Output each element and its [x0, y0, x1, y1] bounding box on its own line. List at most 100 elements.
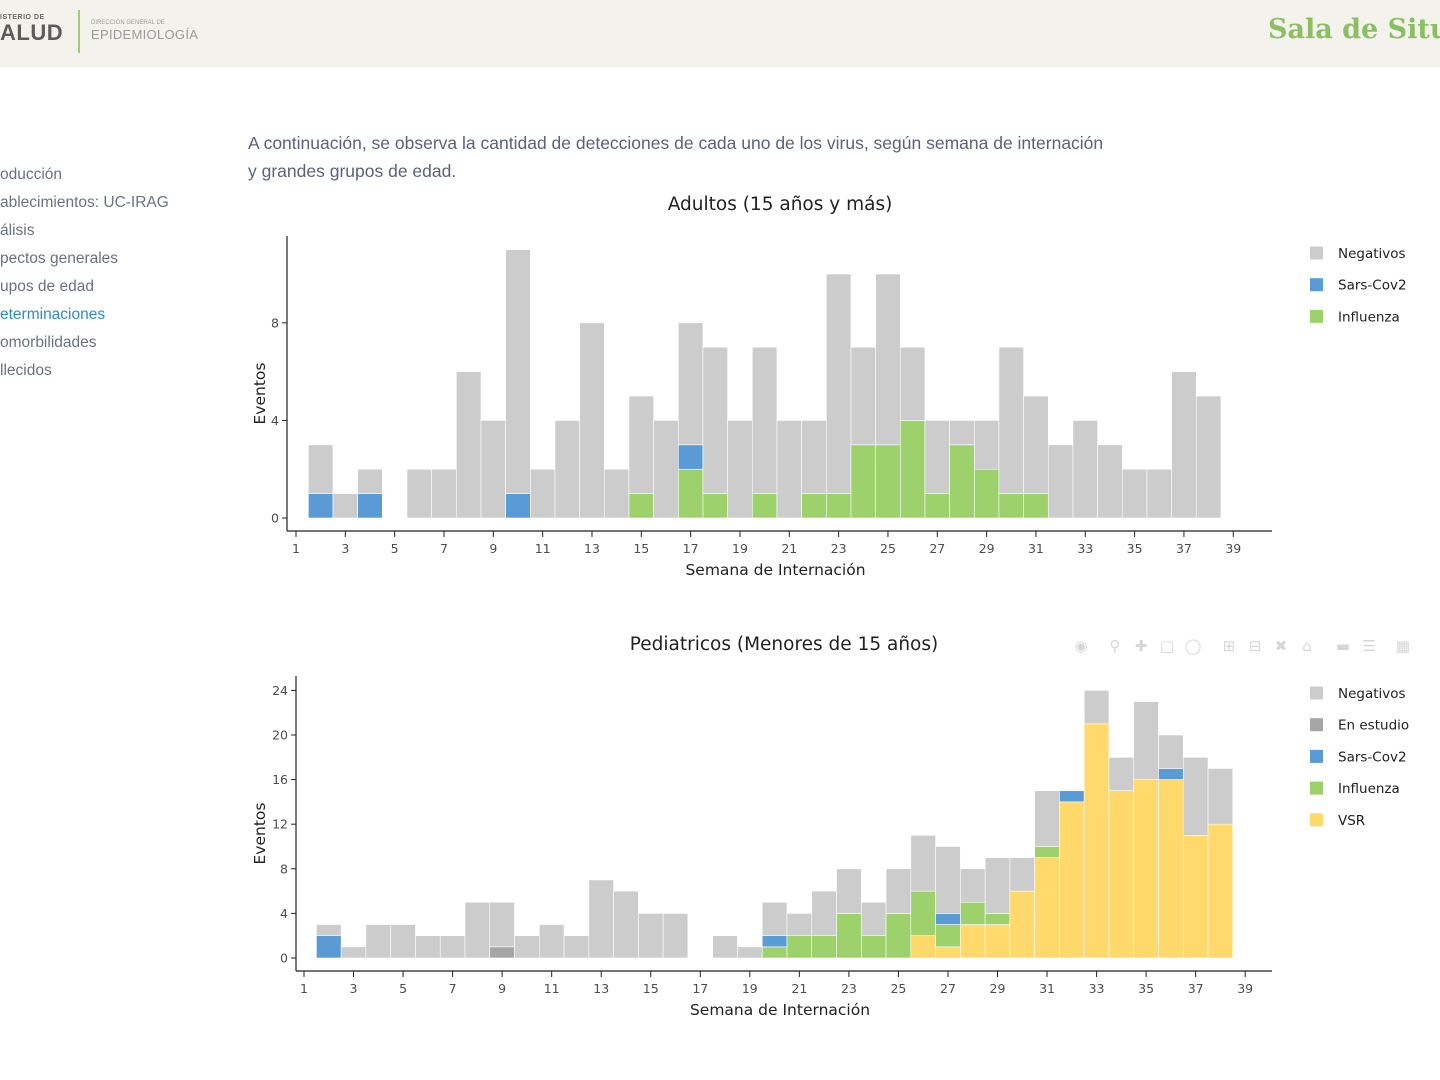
pediatricos-bar-influenza-w23[interactable]: [836, 913, 862, 959]
plotly-logo-icon[interactable]: ▦: [1395, 637, 1411, 655]
adultos-bar-sars-cov2-w17[interactable]: [678, 444, 704, 470]
toc-item-aspectos-generales[interactable]: pectos generales: [0, 250, 119, 267]
camera-icon[interactable]: ◉: [1074, 637, 1088, 655]
pediatricos-bar-influenza-w20[interactable]: [761, 946, 788, 959]
adultos-bar-negativos-w29[interactable]: [973, 420, 1000, 470]
box-select-icon[interactable]: □: [1159, 637, 1175, 655]
adultos-bar-influenza-w28[interactable]: [949, 444, 975, 519]
adultos-legend-label-negativos[interactable]: Negativos: [1338, 246, 1406, 262]
pediatricos-bar-negativos-w38[interactable]: [1207, 768, 1234, 825]
spike-lines-icon[interactable]: ▬: [1335, 637, 1351, 655]
adultos-bar-negativos-w37[interactable]: [1171, 371, 1197, 519]
toc-item-fallecidos[interactable]: llecidos: [0, 362, 52, 379]
pediatricos-bar-sars-cov2-w20[interactable]: [761, 935, 788, 948]
pediatricos-bar-sars-cov2-w36[interactable]: [1158, 768, 1184, 780]
pediatricos-bar-negativos-w29[interactable]: [984, 857, 1011, 914]
adultos-bar-negativos-w4[interactable]: [357, 468, 383, 494]
pediatricos-bar-negativos-w31[interactable]: [1034, 790, 1060, 847]
pediatricos-legend-label-sars-cov2[interactable]: Sars-Cov2: [1338, 749, 1407, 765]
toc-item-introduccion[interactable]: oducción: [0, 166, 63, 183]
pediatricos-bar-negativos-w20[interactable]: [761, 901, 788, 936]
pediatricos-bar-negativos-w21[interactable]: [786, 913, 813, 936]
toc-item-determinaciones[interactable]: eterminaciones: [0, 306, 106, 323]
pediatricos-legend-label-en-estudio[interactable]: En estudio: [1338, 718, 1409, 734]
pediatricos-bar-vsr-w32[interactable]: [1059, 801, 1085, 959]
adultos-bar-influenza-w31[interactable]: [1023, 493, 1049, 519]
adultos-bar-influenza-w18[interactable]: [702, 493, 728, 519]
pediatricos-bar-vsr-w33[interactable]: [1083, 723, 1110, 959]
pediatricos-bar-influenza-w29[interactable]: [984, 913, 1011, 925]
ministry-logo[interactable]: ISTERIO DE ALUD: [0, 0, 80, 67]
pediatricos-bar-vsr-w38[interactable]: [1207, 823, 1234, 959]
pediatricos-bar-vsr-w34[interactable]: [1108, 790, 1135, 959]
compare-hover-icon[interactable]: ☰: [1362, 637, 1376, 655]
pediatricos-bar-negativos-w4[interactable]: [365, 924, 391, 959]
pediatricos-bar-vsr-w26[interactable]: [910, 935, 936, 959]
pediatricos-bar-negativos-w2[interactable]: [316, 924, 342, 936]
adultos-bar-negativos-w36[interactable]: [1146, 468, 1172, 519]
adultos-bar-negativos-w17[interactable]: [678, 322, 704, 446]
pediatricos-bar-negativos-w28[interactable]: [960, 868, 986, 903]
adultos-bar-negativos-w21[interactable]: [776, 420, 802, 519]
pediatricos-bar-negativos-w10[interactable]: [514, 935, 540, 959]
adultos-bar-negativos-w31[interactable]: [1023, 395, 1049, 494]
adultos-bar-influenza-w20[interactable]: [752, 493, 778, 519]
pediatricos-bar-vsr-w35[interactable]: [1133, 779, 1159, 959]
pediatricos-legend-label-negativos[interactable]: Negativos: [1338, 686, 1406, 702]
pediatricos-bar-negativos-w5[interactable]: [390, 924, 416, 959]
pediatricos-bar-influenza-w22[interactable]: [811, 935, 837, 959]
adultos-bar-influenza-w24[interactable]: [850, 444, 876, 519]
adultos-bar-influenza-w25[interactable]: [875, 444, 901, 519]
adultos-bar-negativos-w15[interactable]: [628, 395, 654, 494]
pediatricos-bar-influenza-w25[interactable]: [885, 913, 912, 959]
pediatricos-bar-negativos-w30[interactable]: [1009, 857, 1035, 892]
adultos-bar-negativos-w18[interactable]: [702, 346, 728, 494]
adultos-bar-negativos-w24[interactable]: [850, 346, 876, 446]
adultos-bar-negativos-w2[interactable]: [308, 444, 334, 494]
adultos-bar-influenza-w27[interactable]: [924, 493, 950, 519]
pediatricos-bar-negativos-w34[interactable]: [1108, 756, 1135, 792]
pediatricos-bar-negativos-w37[interactable]: [1182, 756, 1209, 836]
toc-item-analisis[interactable]: álisis: [0, 222, 35, 239]
pediatricos-bar-vsr-w27[interactable]: [935, 946, 961, 959]
adultos-bar-negativos-w35[interactable]: [1121, 468, 1148, 519]
adultos-legend-label-influenza[interactable]: Influenza: [1338, 309, 1400, 325]
pediatricos-bar-influenza-w31[interactable]: [1034, 846, 1060, 858]
adultos-bar-negativos-w12[interactable]: [554, 420, 580, 519]
adultos-bar-influenza-w26[interactable]: [899, 420, 926, 519]
pediatricos-bar-negativos-w15[interactable]: [638, 913, 664, 959]
pediatricos-bar-negativos-w22[interactable]: [811, 890, 837, 936]
adultos-bar-negativos-w7[interactable]: [431, 468, 457, 519]
pediatricos-bar-negativos-w18[interactable]: [712, 935, 738, 959]
adultos-legend-swatch-negativos[interactable]: [1310, 246, 1323, 260]
pediatricos-bar-vsr-w31[interactable]: [1034, 857, 1060, 959]
pediatricos-bar-negativos-w27[interactable]: [935, 846, 961, 914]
pediatricos-bar-sars-cov2-w2[interactable]: [316, 935, 342, 959]
pediatricos-bar-influenza-w28[interactable]: [960, 901, 986, 925]
pediatricos-bar-negativos-w14[interactable]: [613, 890, 639, 959]
pediatricos-bar-vsr-w30[interactable]: [1009, 890, 1035, 959]
adultos-bar-negativos-w8[interactable]: [456, 371, 482, 519]
pediatricos-legend-swatch-negativos[interactable]: [1310, 686, 1323, 700]
pediatricos-bar-negativos-w13[interactable]: [588, 879, 614, 959]
pediatricos-bar-negativos-w35[interactable]: [1133, 701, 1159, 780]
autoscale-icon[interactable]: ✖: [1274, 637, 1288, 655]
pediatricos-bar-negativos-w23[interactable]: [836, 868, 862, 914]
pediatricos-bar-negativos-w7[interactable]: [439, 935, 466, 959]
adultos-bar-negativos-w6[interactable]: [406, 468, 432, 519]
pediatricos-bar-influenza-w26[interactable]: [910, 890, 936, 936]
pediatricos-legend-swatch-sars-cov2[interactable]: [1310, 749, 1323, 763]
pediatricos-legend-swatch-en-estudio[interactable]: [1310, 718, 1323, 732]
adultos-bar-influenza-w29[interactable]: [973, 468, 1000, 519]
chart-pediatricos[interactable]: Pediatricos (Menores de 15 años) 0 4 8 12 16 2…: [0, 620, 1440, 1040]
pediatricos-bar-negativos-w11[interactable]: [538, 924, 565, 959]
pan-icon[interactable]: ✚: [1134, 637, 1148, 655]
adultos-legend-swatch-influenza[interactable]: [1310, 309, 1323, 323]
adultos-bar-sars-cov2-w4[interactable]: [357, 493, 383, 519]
pediatricos-bar-negativos-w24[interactable]: [860, 901, 887, 936]
adultos-bar-negativos-w22[interactable]: [801, 420, 827, 494]
pediatricos-legend-swatch-vsr[interactable]: [1310, 813, 1323, 827]
pediatricos-bar-negativos-w3[interactable]: [340, 946, 367, 959]
toc-item-grupos-de-edad[interactable]: upos de edad: [0, 278, 94, 295]
